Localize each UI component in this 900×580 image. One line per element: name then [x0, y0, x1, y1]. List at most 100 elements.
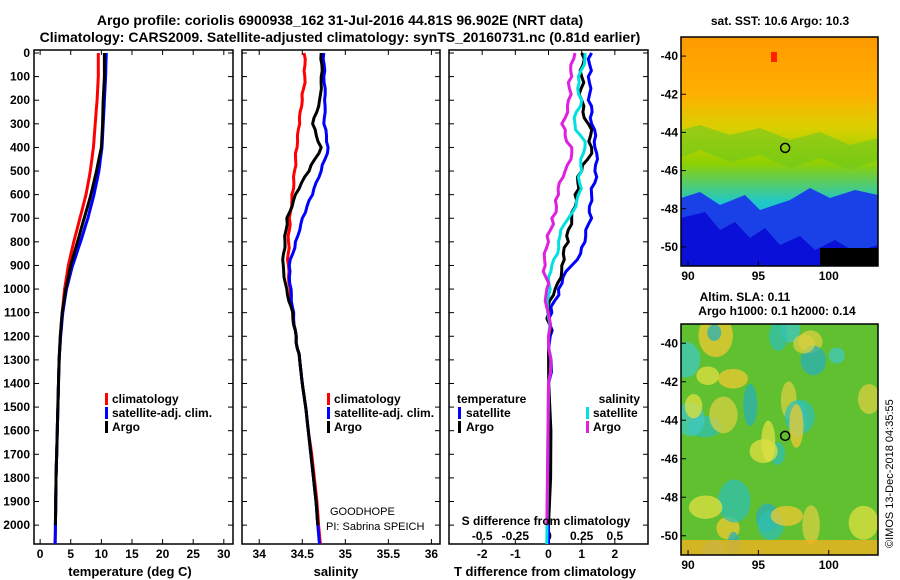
- x-tick-label: 10: [95, 547, 109, 561]
- legend-label-climatology: climatology: [334, 392, 401, 406]
- legend-swatch-satellite: [105, 407, 108, 419]
- x-tick-label: 36: [425, 547, 439, 561]
- salinity-legend: climatology satellite-adj. clim. Argo: [327, 392, 434, 434]
- legend-label-climatology: climatology: [112, 392, 179, 406]
- depth-tick-label: 1300: [3, 353, 30, 367]
- x-tick-label: 30: [217, 547, 231, 561]
- temperature-series: [53, 52, 108, 544]
- depth-tick-label: 300: [10, 117, 30, 131]
- map-y-tick-label: -50: [661, 240, 679, 254]
- difference-series: [541, 52, 599, 544]
- map-y-tick-label: -42: [661, 87, 679, 101]
- x-tick-label: 20: [156, 547, 170, 561]
- depth-tick-label: 1200: [3, 329, 30, 343]
- x-tick-label: 5: [67, 547, 74, 561]
- map-y-tick-label: -42: [661, 375, 679, 389]
- map-x-tick-label: 95: [752, 558, 766, 572]
- sst-front-band: [681, 125, 878, 170]
- sla-map-axes: 90 95 100 -40 -42 -44 -46 -48 -50: [661, 336, 839, 572]
- sla-eddy: [800, 345, 827, 376]
- depth-tick-label: 900: [10, 258, 30, 272]
- depth-tick-label: 100: [10, 70, 30, 84]
- series-line-argo: [53, 53, 106, 526]
- depth-tick-label: 1400: [3, 376, 30, 390]
- sla-eddy: [768, 324, 788, 351]
- sla-eddy: [718, 368, 748, 389]
- map-y-tick-label: -44: [661, 413, 679, 427]
- map-y-tick-label: -48: [661, 202, 679, 216]
- series-line-climatology: [53, 53, 100, 544]
- sla-eddy: [857, 384, 878, 414]
- depth-tick-label: 500: [10, 164, 30, 178]
- figure-title-line1: Argo profile: coriolis 6900938_162 31-Ju…: [97, 12, 583, 28]
- legend-label-s-satellite: satellite: [593, 406, 638, 420]
- map-y-tick-label: -40: [661, 336, 679, 350]
- sst-argo-location-marker: [779, 142, 791, 154]
- legend-swatch-climatology: [327, 393, 330, 405]
- depth-tick-label: 700: [10, 211, 30, 225]
- legend-title-salinity: salinity: [599, 392, 641, 406]
- depth-tick-label: 1800: [3, 471, 30, 485]
- map-x-tick-label: 90: [681, 558, 695, 572]
- x-tick-label: 15: [125, 547, 139, 561]
- legend-label-t-argo: Argo: [466, 420, 494, 434]
- legend-label-argo: Argo: [112, 420, 140, 434]
- sst-map-title: sat. SST: 10.6 Argo: 10.3: [711, 14, 850, 28]
- s-diff-tick-label: 0.5: [606, 529, 623, 543]
- temperature-x-axis: 0 5 10 15 20 25 30: [37, 50, 231, 561]
- temperature-xlabel: temperature (deg C): [68, 564, 192, 579]
- s-difference-xlabel: S difference from climatology: [462, 514, 631, 528]
- map-x-tick-label: 95: [752, 269, 766, 283]
- legend-label-t-satellite: satellite: [466, 406, 511, 420]
- sst-land-mask: [820, 248, 878, 266]
- x-tick-label: 0: [37, 547, 44, 561]
- x-tick-label: 35: [339, 547, 353, 561]
- legend-label-satellite: satellite-adj. clim.: [334, 406, 434, 420]
- difference-legend: temperature satellite Argo salinity sate…: [457, 392, 640, 434]
- s-diff-tick-label: -0.5: [472, 529, 493, 543]
- legend-swatch-t-satellite: [458, 407, 461, 419]
- x-tick-label: 2: [611, 547, 618, 561]
- sla-eddy: [789, 404, 804, 448]
- legend-swatch-s-argo: [586, 421, 589, 433]
- s-diff-tick-label: 0.25: [570, 529, 594, 543]
- map-x-tick-label: 90: [681, 269, 695, 283]
- legend-label-satellite: satellite-adj. clim.: [112, 406, 212, 420]
- x-tick-label: 0: [545, 547, 552, 561]
- legend-label-s-argo: Argo: [593, 420, 621, 434]
- sla-eddy: [749, 439, 778, 464]
- legend-title-temperature: temperature: [457, 392, 527, 406]
- x-tick-label: 34.5: [291, 547, 315, 561]
- temperature-legend: climatology satellite-adj. clim. Argo: [105, 392, 212, 434]
- depth-axis: 0 100 200 300 400 500 600 700 800 900 1000 1100 1200…: [3, 46, 648, 532]
- depth-tick-label: 1100: [4, 306, 30, 320]
- sla-eddy: [696, 366, 720, 385]
- sla-eddy: [707, 324, 722, 341]
- depth-tick-label: 400: [10, 140, 30, 154]
- sla-southern-band: [681, 540, 878, 555]
- sla-map-subtitle: Argo h1000: 0.1 h2000: 0.14: [698, 304, 856, 318]
- map-y-tick-label: -48: [661, 490, 679, 504]
- s-diff-tick-label: -0.25: [502, 529, 530, 543]
- sla-eddy: [848, 505, 878, 540]
- legend-label-argo: Argo: [334, 420, 362, 434]
- legend-swatch-s-satellite: [586, 407, 589, 419]
- x-tick-label: 35.5: [377, 547, 401, 561]
- series-line-s-argo: [541, 52, 577, 526]
- x-tick-label: -1: [510, 547, 521, 561]
- depth-tick-label: 200: [10, 93, 30, 107]
- map-x-tick-label: 100: [819, 269, 839, 283]
- salinity-plot-frame: [241, 49, 441, 545]
- sla-map-frame: [680, 323, 879, 556]
- sla-eddy: [681, 341, 701, 378]
- x-tick-label: 25: [187, 547, 201, 561]
- sla-map-image: [681, 324, 878, 555]
- series-line-t-argo: [545, 52, 594, 526]
- legend-swatch-climatology: [105, 393, 108, 405]
- series-line-satellite-adj-clim-: [287, 52, 330, 544]
- sla-eddy: [717, 479, 751, 523]
- depth-tick-label: 600: [10, 188, 30, 202]
- sla-eddy: [684, 394, 703, 419]
- temperature-plot-frame: [33, 49, 234, 545]
